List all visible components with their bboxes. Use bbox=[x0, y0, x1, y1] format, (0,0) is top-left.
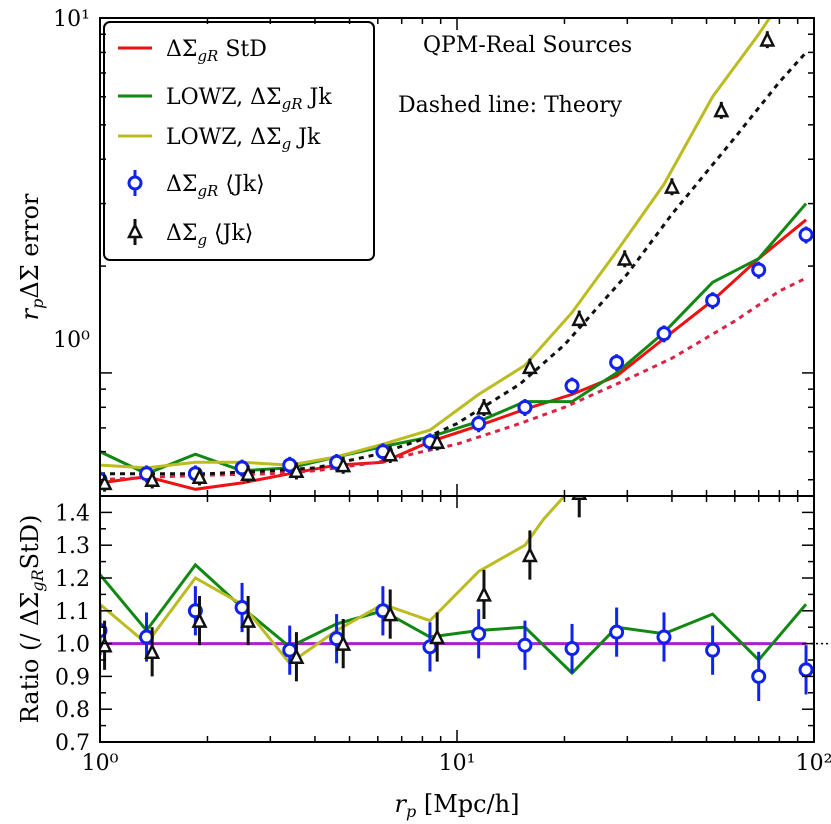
annotation-title: QPM-Real Sources bbox=[423, 33, 632, 58]
gr-std-0-line bbox=[100, 218, 807, 491]
legend-swatch-gr-jk bbox=[127, 170, 143, 196]
lowz-g-jk-2-line bbox=[100, 18, 772, 470]
bottom-ytick-label: 1.3 bbox=[55, 534, 90, 559]
xtick-label: 10¹ bbox=[439, 751, 476, 776]
top-ytick-label: 10¹ bbox=[53, 7, 90, 32]
legend-label-lowz-g: LOWZ, ΔΣg Jk bbox=[166, 125, 321, 153]
g-jk-5-point bbox=[521, 546, 538, 563]
theory-gr-3-line bbox=[100, 276, 807, 482]
gr-jk-5-point bbox=[517, 399, 533, 415]
legend-swatch-g-jk bbox=[126, 219, 144, 245]
g-jk-6-point bbox=[759, 30, 776, 47]
annotation-theory: Dashed line: Theory bbox=[398, 93, 623, 118]
gr-jk-5-point bbox=[705, 292, 721, 308]
g-jk-6-point bbox=[335, 456, 352, 473]
bottom-ytick-label: 0.9 bbox=[55, 665, 90, 690]
plot-area bbox=[100, 496, 814, 701]
legend-label-g-jk: ΔΣg ⟨Jk⟩ bbox=[166, 221, 253, 249]
axis-ticks bbox=[99, 17, 814, 743]
bottom-xlabel: rp [Mpc/h] bbox=[394, 790, 519, 821]
top-ylabel: rpΔΣ error bbox=[16, 193, 47, 320]
bottom-ylabel: Ratio (/ ΔΣgRStD) bbox=[16, 515, 47, 724]
lowz-g-jk-3-line bbox=[100, 496, 566, 666]
g-jk-5-point bbox=[382, 605, 399, 622]
g-jk-6-point bbox=[288, 461, 305, 479]
g-jk-5-point bbox=[335, 634, 352, 651]
bottom-panel bbox=[100, 496, 829, 701]
top-ytick-label: 10⁰ bbox=[53, 328, 90, 353]
bottom-ytick-label: 0.7 bbox=[55, 731, 90, 756]
g-jk-6-point bbox=[144, 470, 161, 488]
gr-jk-4-point bbox=[751, 668, 767, 684]
bottom-ytick-label: 1.2 bbox=[55, 567, 90, 592]
bottom-ytick-labels: 0.7 0.8 0.9 1.0 1.1 1.2 1.3 1.4 bbox=[55, 501, 90, 756]
g-jk-6-point bbox=[100, 474, 113, 491]
gr-jk-4-point bbox=[609, 624, 625, 640]
legend: ΔΣgR StD LOWZ, ΔΣgR Jk LOWZ, ΔΣg Jk ΔΣgR… bbox=[103, 21, 375, 261]
bottom-panel-frame bbox=[99, 495, 815, 743]
gr-jk-4-point bbox=[471, 626, 487, 642]
theory-g-4-line bbox=[100, 51, 808, 476]
lowz-gr-jk-2-line bbox=[100, 562, 808, 676]
g-jk-5-point bbox=[475, 585, 492, 602]
gr-jk-5-point bbox=[609, 354, 625, 370]
g-jk-5-point bbox=[100, 636, 113, 653]
gr-jk-4-point bbox=[656, 629, 672, 645]
g-jk-6-point bbox=[240, 464, 257, 481]
g-jk-6-point bbox=[616, 249, 633, 266]
g-jk-6-point bbox=[382, 445, 399, 462]
g-jk-6-point bbox=[475, 398, 492, 415]
legend-label-stdev: ΔΣgR StD bbox=[166, 37, 267, 65]
legend-box bbox=[103, 21, 375, 261]
plot-area bbox=[100, 18, 814, 492]
gr-jk-5-point bbox=[656, 326, 672, 342]
gr-jk-5-point bbox=[798, 227, 814, 243]
g-jk-6-point bbox=[713, 101, 730, 118]
g-jk-6-point bbox=[571, 310, 588, 327]
g-jk-5-point bbox=[429, 628, 446, 645]
gr-jk-4-point bbox=[564, 641, 580, 657]
g-jk-5-point bbox=[288, 647, 305, 664]
legend-label-lowz-gr: LOWZ, ΔΣgR Jk bbox=[166, 85, 332, 113]
g-jk-6-point bbox=[521, 358, 538, 375]
gr-jk-4-point bbox=[234, 600, 250, 616]
gr-jk-5-point bbox=[471, 416, 487, 432]
g-jk-6-point bbox=[429, 432, 446, 449]
g-jk-5-point bbox=[144, 643, 161, 660]
g-jk-6-point bbox=[191, 467, 208, 484]
bottom-ytick-label: 1.0 bbox=[55, 633, 90, 658]
gr-jk-4-point bbox=[517, 637, 533, 653]
g-jk-5-point bbox=[240, 611, 257, 628]
gr-jk-4-point bbox=[705, 642, 721, 658]
gr-jk-4-point bbox=[798, 662, 814, 678]
xtick-label: 10⁰ bbox=[82, 751, 119, 776]
bottom-ytick-label: 1.1 bbox=[55, 600, 90, 625]
g-jk-6-point bbox=[663, 177, 680, 194]
bottom-ytick-label: 0.8 bbox=[55, 698, 90, 723]
bottom-ytick-label: 1.4 bbox=[55, 501, 90, 526]
gr-jk-5-point bbox=[564, 378, 580, 394]
g-jk-5-point bbox=[191, 611, 208, 628]
xtick-label: 10² bbox=[796, 751, 831, 776]
gr-jk-5-point bbox=[751, 262, 767, 278]
top-panel bbox=[100, 18, 814, 492]
